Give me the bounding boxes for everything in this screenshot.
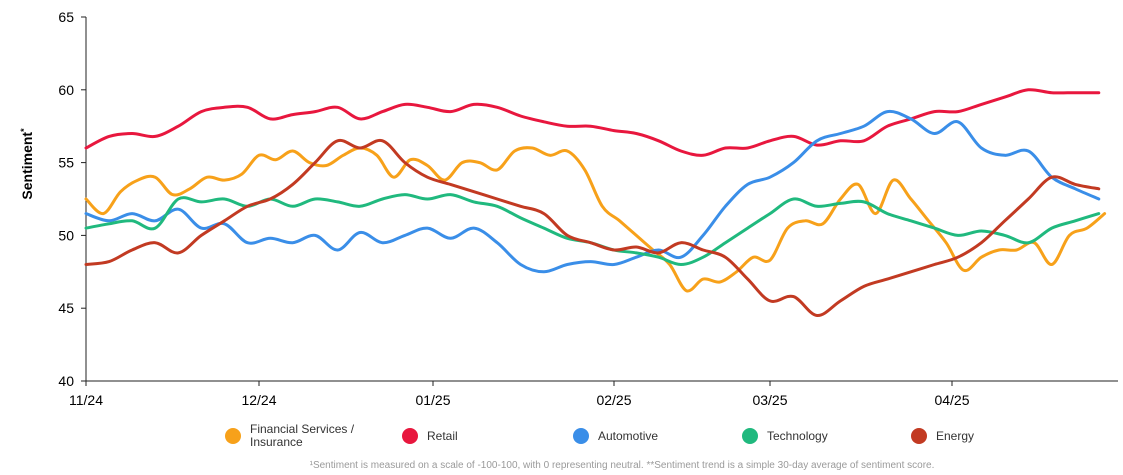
series-line-energy <box>84 138 1101 317</box>
y-axis-title: Sentiment* <box>19 128 35 200</box>
legend: Financial Services /Insurance Retail Autom… <box>225 422 974 449</box>
legend-label-technology: Technology <box>767 429 828 443</box>
legend-swatch-financial-services-insurance <box>225 428 241 444</box>
y-tick-label: 60 <box>58 82 74 98</box>
series-line-automotive <box>84 109 1101 274</box>
y-tick-label: 50 <box>58 227 74 243</box>
x-tick-label: 04/25 <box>934 392 969 408</box>
legend-label-financial-services-insurance: Financial Services / <box>250 422 355 436</box>
legend-label-energy: Energy <box>936 429 974 443</box>
legend-swatch-technology <box>742 428 758 444</box>
y-tick-label: 55 <box>58 155 74 171</box>
legend-swatch-energy <box>911 428 927 444</box>
series-line-technology <box>84 193 1101 266</box>
legend-label-retail: Retail <box>427 429 458 443</box>
y-tick-label: 40 <box>58 373 74 389</box>
legend-swatch-automotive <box>573 428 589 444</box>
footnote: ¹Sentiment is measured on a scale of -10… <box>310 460 935 471</box>
x-axis: 11/24 12/24 01/25 02/25 03/25 04/25 <box>69 380 1118 408</box>
y-axis: 40 45 50 55 60 65 <box>58 9 87 389</box>
series-line-retail <box>84 88 1101 157</box>
legend-label-financial-services-insurance: Insurance <box>250 435 303 449</box>
legend-label-automotive: Automotive <box>598 429 658 443</box>
series-layer <box>84 88 1107 317</box>
x-tick-label: 12/24 <box>241 392 276 408</box>
y-tick-label: 65 <box>58 9 74 25</box>
legend-swatch-retail <box>402 428 418 444</box>
y-tick-label: 45 <box>58 300 74 316</box>
x-tick-label: 03/25 <box>752 392 787 408</box>
x-tick-label: 02/25 <box>596 392 631 408</box>
series-line-financial-services-insurance <box>84 146 1107 293</box>
x-tick-label: 01/25 <box>415 392 450 408</box>
x-tick-label: 11/24 <box>69 392 103 408</box>
